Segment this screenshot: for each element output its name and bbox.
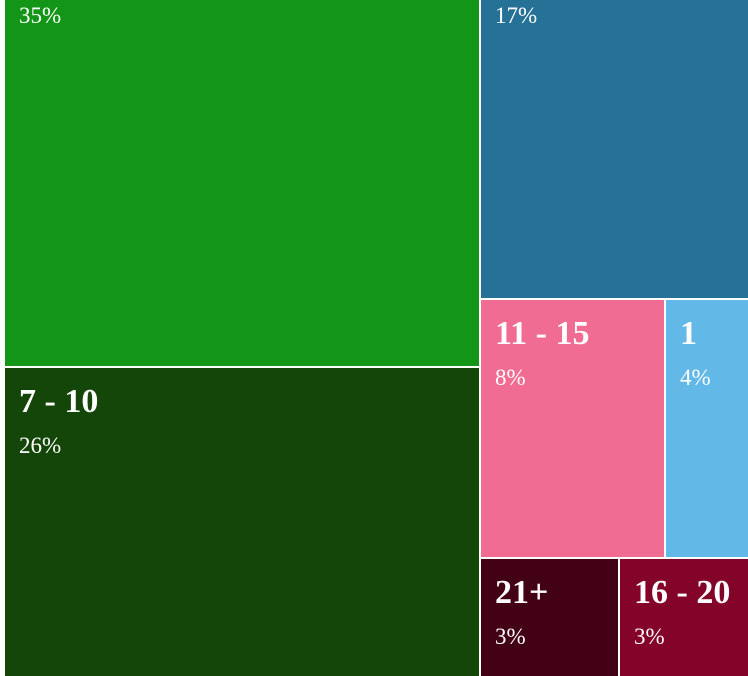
cell-percent: 4%: [680, 365, 711, 390]
cell-label: 7 - 10: [19, 383, 99, 420]
cell-35-percent: 35%: [5, 0, 479, 366]
cell-16-20: 16 - 20 3%: [620, 559, 748, 676]
cell-1: 1 4%: [666, 300, 748, 557]
cell-percent: 3%: [495, 624, 526, 649]
cell-percent: 3%: [634, 624, 665, 649]
cell-17-percent: 17%: [481, 0, 748, 298]
cell-label: 1: [680, 315, 697, 352]
cell-percent: 8%: [495, 365, 526, 390]
cell-21-plus: 21+ 3%: [481, 559, 618, 676]
cell-7-10: 7 - 10 26%: [5, 368, 479, 676]
cell-label: 16 - 20: [634, 574, 731, 611]
cell-percent: 17%: [495, 3, 538, 28]
cell-label: 11 - 15: [495, 315, 590, 352]
cell-label: 21+: [495, 574, 549, 611]
cell-11-15: 11 - 15 8%: [481, 300, 664, 557]
cell-percent: 26%: [19, 433, 62, 458]
cell-percent: 35%: [19, 3, 62, 28]
